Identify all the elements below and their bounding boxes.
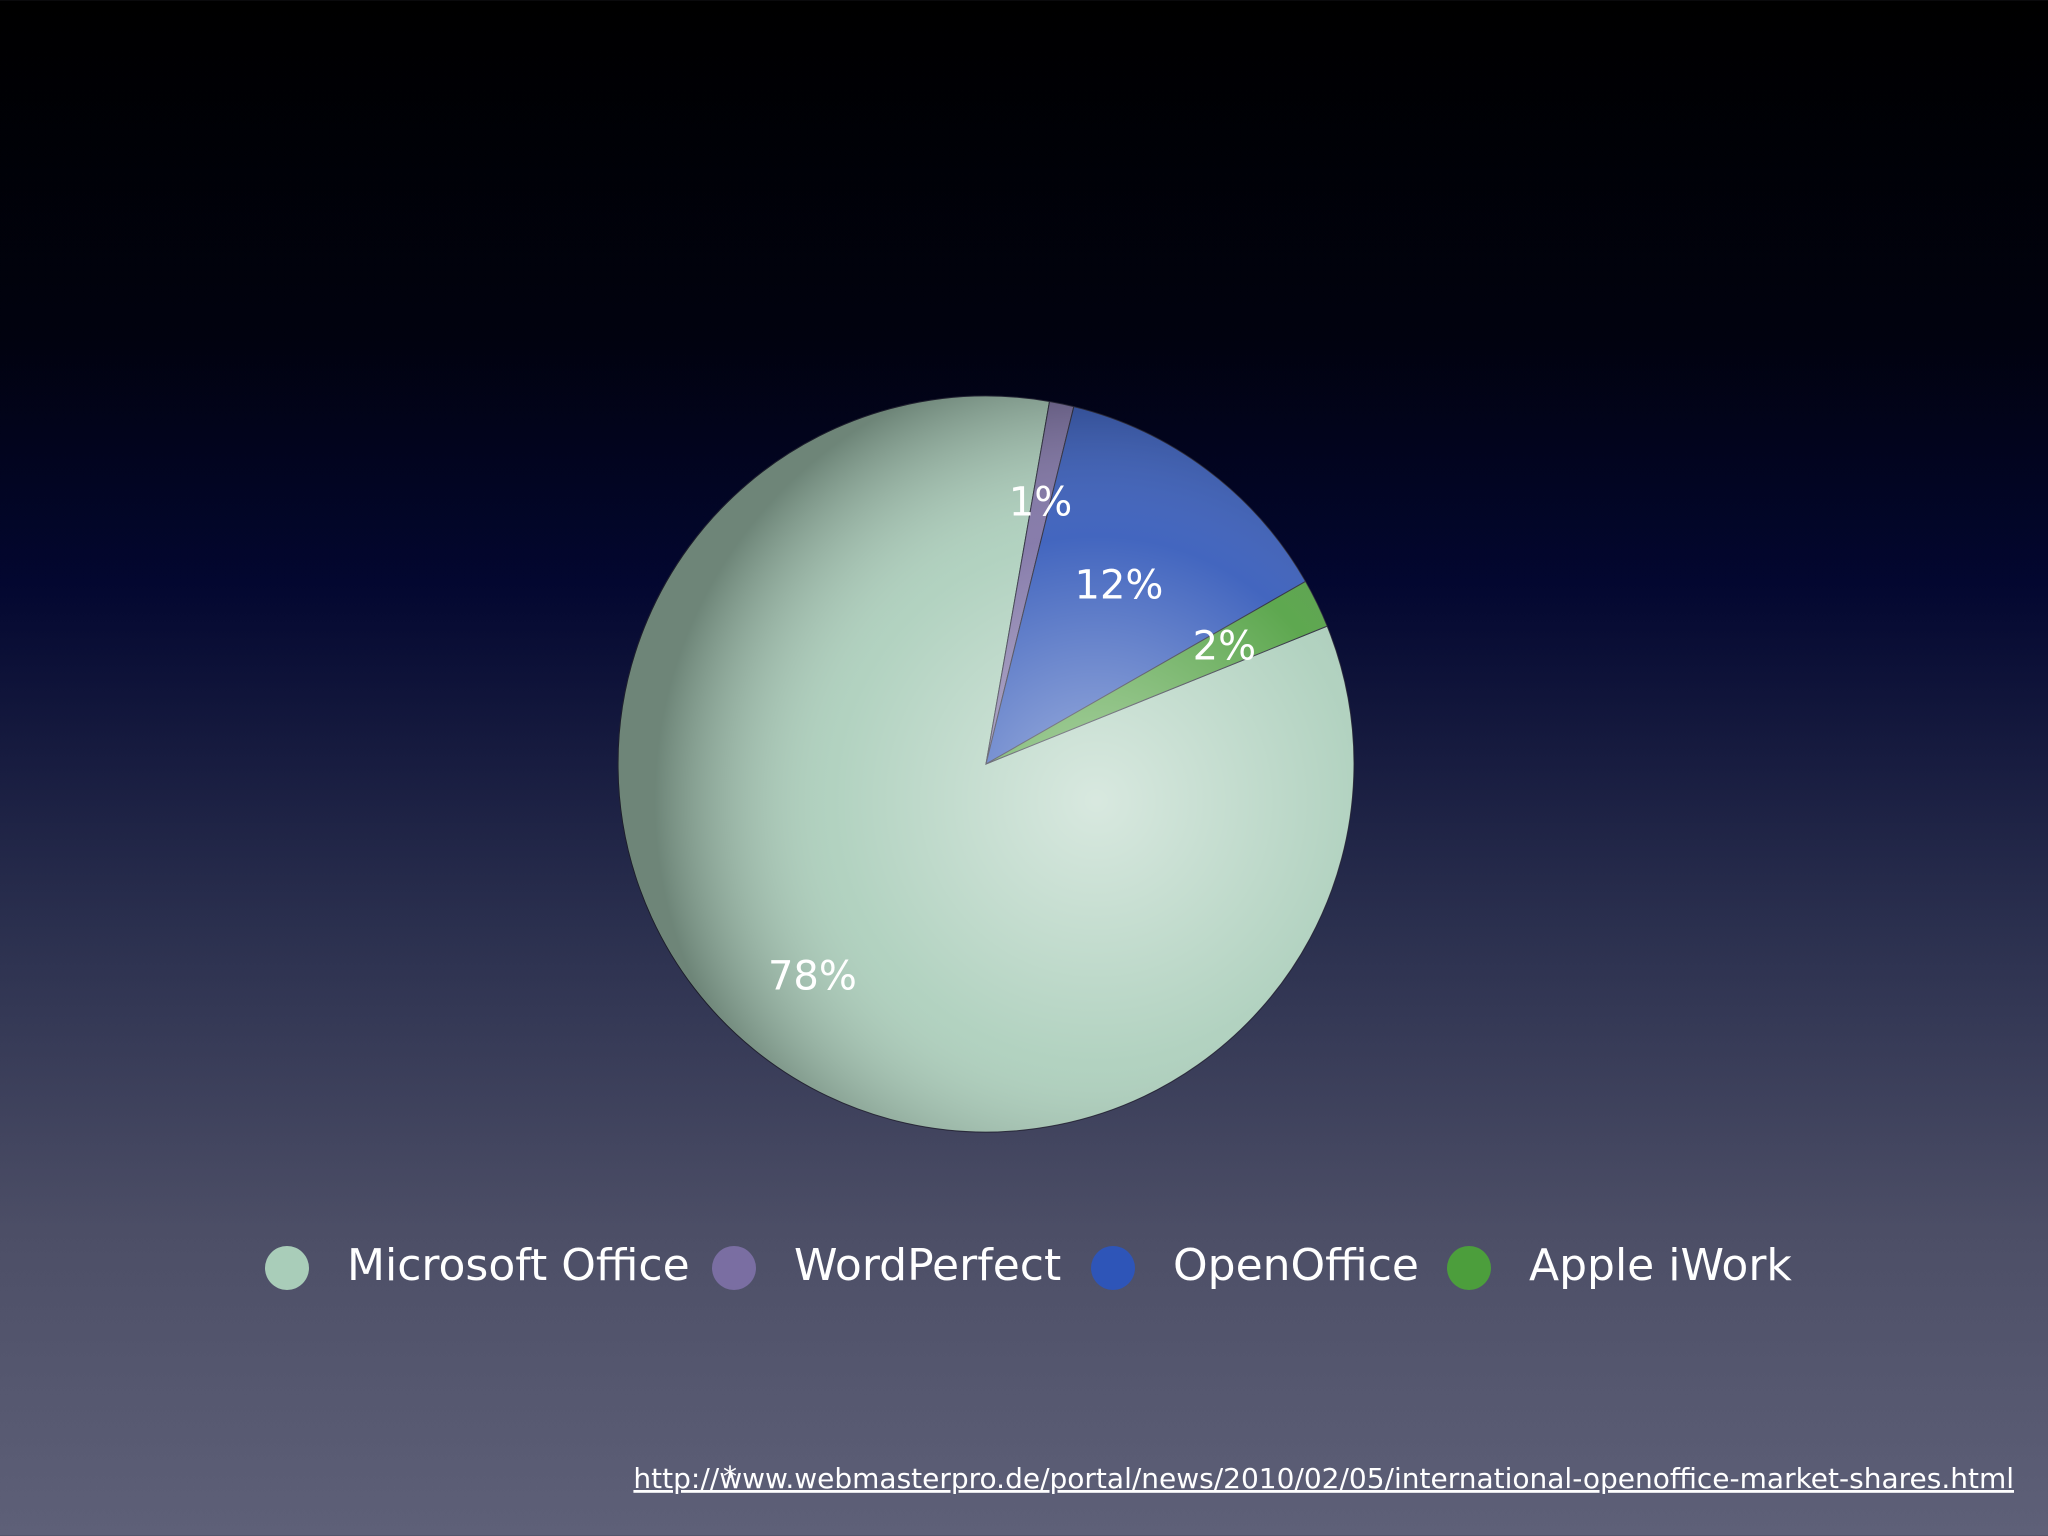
legend-swatch <box>265 1246 309 1290</box>
legend-swatch <box>1091 1246 1135 1290</box>
legend-swatch <box>712 1246 756 1290</box>
legend-swatch <box>1447 1246 1491 1290</box>
data-label: 78% <box>768 954 857 1000</box>
legend-label: WordPerfect <box>794 1240 1061 1291</box>
data-label: 1% <box>1009 480 1072 526</box>
legend: Microsoft Office WordPerfect OpenOffice App… <box>265 1240 1792 1291</box>
labels: 78% 1%12% 2% <box>768 480 1256 1000</box>
footnote-mark: * <box>723 1460 737 1493</box>
footnote[interactable]: http://www.webmasterpro.de/portal/news/2… <box>633 1462 2014 1495</box>
legend-label: Apple iWork <box>1529 1240 1792 1291</box>
legend-label: OpenOffice <box>1173 1240 1419 1291</box>
data-label: 2% <box>1193 623 1256 669</box>
data-label: 12% <box>1075 563 1164 609</box>
pie <box>617 395 1355 1133</box>
legend-label: Microsoft Office <box>347 1240 690 1291</box>
